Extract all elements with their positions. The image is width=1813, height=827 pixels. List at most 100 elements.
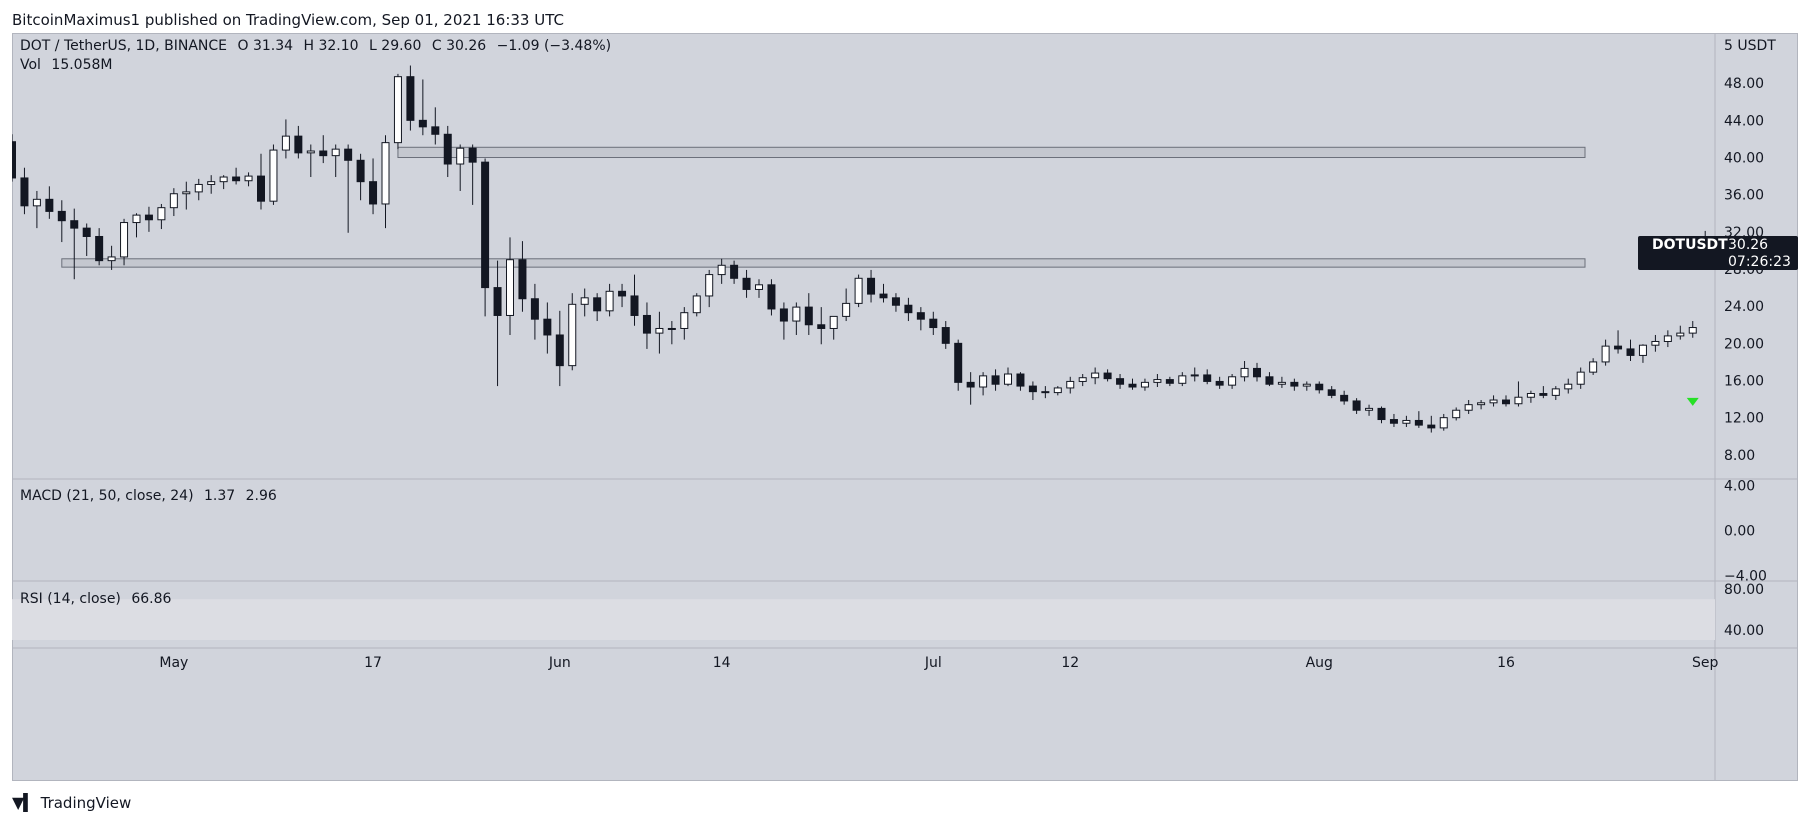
low-label: L [369,38,377,54]
candle [655,327,664,334]
time-tick-label: May [159,655,188,671]
close-value: 30.26 [446,38,486,54]
change-value: −1.09 (−3.48%) [497,38,611,54]
rsi-legend: RSI (14, close) 66.86 [20,591,172,607]
candle [1340,394,1349,402]
candle [169,193,178,209]
candle [1526,393,1535,398]
candle [717,264,726,276]
candle [82,227,91,237]
candle [1091,372,1100,379]
candle [1576,371,1585,385]
candle [1277,381,1286,385]
candle [1402,419,1411,424]
chart-canvas[interactable]: 48.0044.0040.0036.0032.0028.0024.0020.00… [12,33,1798,781]
price-tick-label: 44.00 [1724,113,1764,129]
price-label-price: 30.26 [1728,237,1768,253]
candle [381,142,390,205]
candle [244,175,253,182]
candle [1066,380,1075,389]
candle [232,176,241,182]
macd-legend-value1: 1.37 [204,488,235,504]
close-label: C [432,38,442,54]
candle [443,133,452,165]
candle [1290,381,1299,387]
volume-legend: Vol 15.058M [20,57,112,73]
candle [605,290,614,312]
candle [642,314,651,334]
time-tick-label: 17 [364,655,382,671]
candle [1551,388,1560,396]
time-tick-label: Jun [548,655,571,671]
candle [543,318,552,336]
candle [867,277,876,295]
macd-tick-label: −4.00 [1724,568,1767,584]
candle [95,235,104,262]
candle [257,175,265,202]
current-price-label: DOTUSDT 30.26 07:26:23 [1638,236,1798,271]
candle [32,198,41,207]
low-value: 29.60 [381,38,421,54]
rsi-legend-value: 66.86 [131,591,171,607]
candle [891,297,900,306]
candle [767,284,776,310]
candle [144,214,153,221]
candle [1564,383,1573,390]
candle [1228,376,1237,386]
candle [1302,383,1311,387]
volume-legend-label: Vol [20,57,41,73]
candle [1352,400,1361,411]
horizontal-zone-2[interactable] [61,258,1586,268]
candle [45,198,54,212]
price-unit-label: 5 USDT [1724,38,1776,54]
candle [1502,399,1510,405]
rsi-band [12,599,1715,640]
candle [418,119,427,128]
candle [132,214,141,224]
macd-tick-label: 4.00 [1724,479,1755,495]
price-tick-label: 12.00 [1724,411,1764,427]
candle [705,274,714,297]
candle [1240,367,1249,378]
horizontal-zone-1[interactable] [397,146,1586,159]
open-value: 31.34 [253,38,293,54]
candle [1041,391,1050,394]
candle [1016,373,1025,387]
candle [966,381,975,388]
rsi-legend-label: RSI (14, close) [20,591,121,607]
candle [1215,380,1224,386]
candle [1414,419,1423,426]
candle [369,181,378,205]
volume-legend-value: 15.058M [51,57,112,73]
macd-legend-value2: 2.96 [246,488,277,504]
candle [979,375,988,388]
candle [1589,361,1598,373]
candle [1253,367,1261,378]
symbol-name: DOT / TetherUS, 1D, BINANCE [20,38,227,54]
candle [829,315,838,329]
candle [792,306,801,322]
candle [306,150,315,154]
signal-marker-icon [1686,397,1699,406]
candle [356,159,365,183]
candle [1203,374,1212,382]
price-tick-label: 24.00 [1724,299,1764,315]
candle [755,284,763,290]
candle [854,277,863,304]
candle [1626,348,1635,356]
price-label-ticker: DOTUSDT [1652,237,1728,253]
candle [481,161,490,289]
price-tick-label: 36.00 [1724,188,1764,204]
candle [555,334,564,367]
candle [518,259,527,300]
price-label-countdown: 07:26:23 [1728,254,1791,270]
tradingview-branding[interactable]: ▼▍ TradingView [12,793,131,812]
candle [294,135,303,154]
candle [1539,393,1548,396]
price-tick-label: 48.00 [1724,76,1764,92]
candle [1477,402,1486,406]
candle [493,287,502,316]
price-tick-label: 20.00 [1724,336,1764,352]
high-label: H [303,38,314,54]
candle [70,220,79,229]
